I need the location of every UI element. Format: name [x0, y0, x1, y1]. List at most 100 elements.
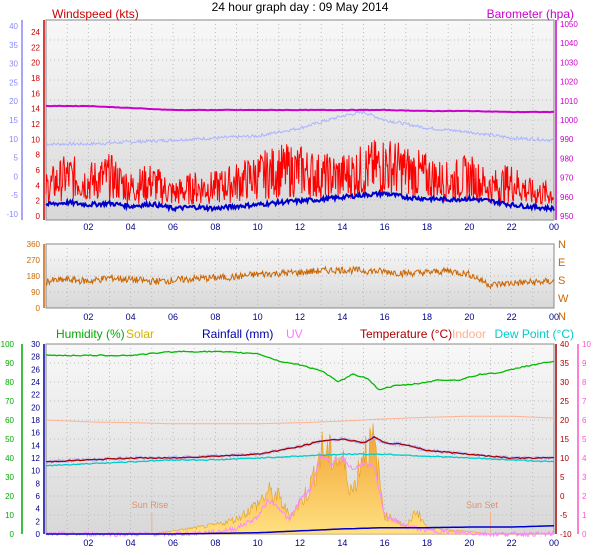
right-tick: 1050	[560, 20, 578, 29]
right-tick: 990	[560, 135, 574, 144]
outer-left-tick: 30	[9, 60, 18, 69]
inner-left-tick-weather: 24	[31, 378, 40, 387]
humidity-line	[45, 350, 555, 391]
temperature-tick: 5	[560, 473, 565, 482]
x-tick-label: 12	[295, 312, 305, 322]
temperature-tick: 15	[560, 435, 569, 444]
uv-tick: 5	[582, 435, 587, 444]
inner-left-tick-weather: 4	[36, 505, 41, 514]
compass-tick: S	[558, 275, 565, 287]
outer-left-tick: 0	[14, 172, 19, 181]
inner-left-tick-weather: 12	[31, 454, 40, 463]
right-tick: 1010	[560, 97, 578, 106]
outer-left-tick: 35	[9, 41, 18, 50]
inner-left-tick-weather: 0	[36, 530, 41, 539]
inner-left-tick-weather: 26	[31, 365, 40, 374]
uv-tick: 9	[582, 359, 587, 368]
inner-left-tick: 8	[36, 151, 41, 160]
humidity-tick: 0	[10, 530, 15, 539]
temperature-tick: 35	[560, 359, 569, 368]
humidity-tick: 20	[5, 492, 14, 501]
humidity-tick: 10	[5, 511, 14, 520]
right-tick: 1020	[560, 78, 578, 87]
temperature-tick: 30	[560, 378, 569, 387]
x-tick-label: 20	[464, 222, 474, 232]
temperature-tick: -10	[560, 530, 572, 539]
uv-tick: 10	[582, 340, 591, 349]
humidity-label: Humidity (%)	[56, 327, 125, 341]
inner-left-tick: 6	[36, 166, 41, 175]
inner-left-tick: 14	[31, 105, 40, 114]
uv-label: UV	[286, 327, 303, 341]
x-tick-label: 00	[549, 222, 559, 232]
x-tick-label: 04	[126, 312, 136, 322]
humidity-tick: 100	[1, 340, 15, 349]
indoor-label: Indoor	[452, 327, 486, 341]
inner-left-tick-weather: 22	[31, 391, 40, 400]
direction-line	[45, 265, 555, 290]
inner-left-tick: 2	[36, 197, 41, 206]
x-tick-label: 14	[337, 222, 347, 232]
x-tick-label: 22	[507, 312, 517, 322]
temperature-tick: 20	[560, 416, 569, 425]
inner-left-tick-weather: 6	[36, 492, 41, 501]
inner-left-tick: 10	[31, 135, 40, 144]
right-tick: 1040	[560, 39, 578, 48]
humidity-tick: 90	[5, 359, 14, 368]
inner-left-tick: 22	[31, 43, 40, 52]
x-tick-label: 16	[380, 538, 390, 548]
outer-left-tick: 15	[9, 116, 18, 125]
sunset-label: Sun Set	[466, 500, 499, 510]
x-tick-label: 06	[168, 312, 178, 322]
dewpoint-line	[45, 452, 555, 467]
right-tick: 1030	[560, 58, 578, 67]
temperature-label: Temperature (°C)	[360, 327, 452, 341]
windspeed-label: Windspeed (kts)	[52, 7, 139, 21]
dewpoint-label: Dew Point (°C)	[495, 327, 574, 341]
uv-tick: 6	[582, 416, 587, 425]
humidity-tick: 50	[5, 435, 14, 444]
inner-left-tick: 18	[31, 74, 40, 83]
barometer-line	[45, 104, 555, 114]
x-tick-label: 18	[422, 312, 432, 322]
barometer-label: Barometer (hpa)	[487, 7, 574, 21]
uv-tick: 4	[582, 454, 587, 463]
x-tick-label: 02	[83, 222, 93, 232]
humidity-tick: 30	[5, 473, 14, 482]
temperature-tick: 0	[560, 492, 565, 501]
temperature-tick: 10	[560, 454, 569, 463]
direction-left-tick: 270	[27, 256, 41, 265]
x-tick-label: 12	[295, 222, 305, 232]
inner-left-tick-weather: 10	[31, 467, 40, 476]
x-tick-label: 20	[464, 312, 474, 322]
x-tick-label: 10	[253, 222, 263, 232]
x-tick-label: 08	[210, 538, 220, 548]
inner-left-tick-weather: 16	[31, 429, 40, 438]
outer-left-tick: 20	[9, 97, 18, 106]
inner-left-tick-weather: 14	[31, 441, 40, 450]
x-tick-label: 12	[295, 538, 305, 548]
x-tick-label: 16	[380, 222, 390, 232]
x-tick-label: 20	[464, 538, 474, 548]
uv-tick: 8	[582, 378, 587, 387]
x-tick-label: 16	[380, 312, 390, 322]
x-tick-label: 04	[126, 222, 136, 232]
right-tick: 980	[560, 154, 574, 163]
x-tick-label: 00	[549, 312, 559, 322]
temperature-line	[45, 435, 555, 463]
outer-left-tick: 25	[9, 78, 18, 87]
indoor-line	[45, 415, 555, 425]
right-tick: 970	[560, 174, 574, 183]
outer-left-tick: -5	[11, 191, 19, 200]
inner-left-tick-weather: 28	[31, 353, 40, 362]
inner-left-tick-weather: 8	[36, 479, 41, 488]
right-tick: 1000	[560, 116, 578, 125]
average-wind-line	[45, 189, 555, 213]
temperature-tick: 25	[560, 397, 569, 406]
direction-left-tick: 360	[27, 240, 41, 249]
uv-tick: 2	[582, 492, 587, 501]
compass-tick: N	[558, 239, 566, 251]
x-tick-label: 00	[549, 538, 559, 548]
x-tick-label: 08	[210, 222, 220, 232]
